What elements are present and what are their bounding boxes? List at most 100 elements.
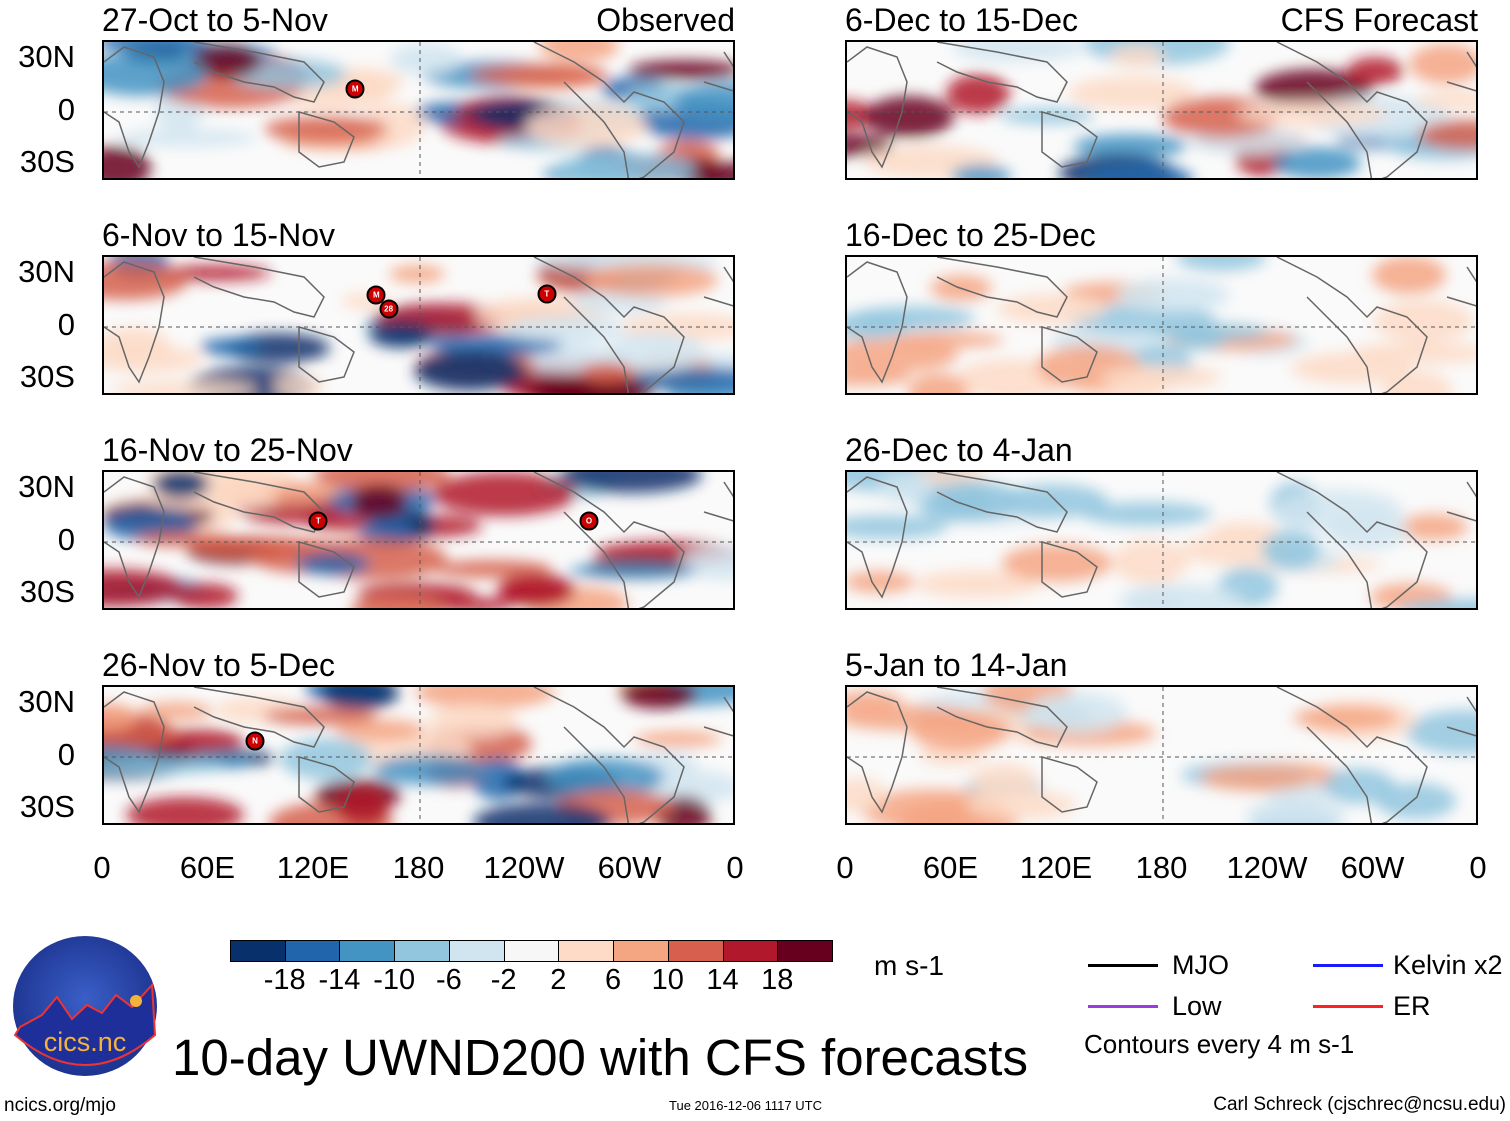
wind-anomaly-blob [104,345,202,373]
coastlines [847,257,1476,393]
map-panel [102,685,735,825]
wind-anomaly-blob [1373,300,1473,342]
map-panel [102,255,735,395]
wind-anomaly-blob [584,263,718,297]
wind-anomaly-blob [1068,76,1196,110]
colorbar-label: 14 [706,964,739,996]
wind-anomaly-blob [264,116,388,142]
wind-anomaly-blob [389,265,445,283]
lon-tick-label: 180 [392,850,445,885]
colorbar-swatch [448,940,505,962]
colorbar-swatch [230,940,286,962]
coastlines [104,257,733,393]
colorbar-swatch [339,940,396,962]
wind-anomaly-blob [135,531,235,547]
wind-anomaly-blob [1382,371,1452,393]
wind-anomaly-blob [628,60,733,80]
wind-anomaly-blob [1119,584,1243,608]
colorbar-label: -18 [263,964,306,996]
wind-anomaly-blob [621,687,697,709]
map-panel [845,40,1478,180]
wind-anomaly-blob [104,42,208,53]
wind-anomaly-blob [296,553,370,575]
lat-tick-label: 0 [57,307,75,342]
coastlines [104,472,733,608]
wind-anomaly-blob [159,265,271,281]
wind-anomaly-blob [539,42,619,62]
wind-anomaly-blob [1347,57,1403,85]
colorbar-swatch [394,940,450,962]
panel-label: Observed [596,2,735,38]
legend-label-mjo: MJO [1172,950,1229,980]
lon-tick-label: 180 [1135,850,1188,885]
colorbar-label: 10 [651,964,684,996]
lat-tick-label: 30S [19,574,75,609]
coastlines [104,687,733,823]
footer-author: Carl Schreck (cjschrec@ncsu.edu) [1213,1094,1506,1115]
wind-anomaly-blob [390,43,462,75]
wind-anomaly-blob [505,316,625,342]
footer-url[interactable]: ncics.org/mjo [4,1095,116,1116]
panel-title: 26-Dec to 4-Jan [845,432,1073,468]
wind-anomaly-blob [1262,530,1320,570]
wind-anomaly-blob [554,152,696,178]
lon-tick-label: 120E [1019,850,1093,885]
storm-marker-icon: T [537,284,557,303]
wind-anomaly-blob [997,294,1105,324]
colorbar-swatch [722,940,779,962]
wind-anomaly-blob [117,129,257,147]
wind-anomaly-blob [126,797,244,823]
map-panel [845,470,1478,610]
wind-anomaly-blob [1073,134,1187,158]
wind-anomaly-blob [1409,44,1476,84]
wind-anomaly-blob [351,594,445,608]
wind-anomaly-blob [432,472,576,516]
wind-anomaly-blob [1415,91,1476,109]
colorbar-label: 2 [550,964,567,996]
lon-tick-label: 60E [922,850,979,885]
wind-anomaly-blob [280,738,372,780]
panel-title: 6-Nov to 15-Nov [102,217,335,253]
wind-anomaly-blob [1398,514,1468,540]
wind-anomaly-blob [849,306,975,330]
lat-tick-label: 30N [18,684,75,719]
storm-marker-icon: O [579,511,599,531]
wind-anomaly-blob [351,485,407,519]
legend-line-mjo [1088,964,1158,967]
wind-anomaly-blob [335,719,425,741]
wind-anomaly-blob [470,64,608,86]
wind-anomaly-blob [1209,522,1279,542]
colorbar-label: -10 [373,964,416,996]
wind-anomaly-blob [1099,365,1221,389]
wind-anomaly-blob [414,351,526,391]
wind-anomaly-blob [1027,692,1127,734]
wind-anomaly-blob [1376,783,1456,819]
logo-text: cics.nc [44,1027,127,1057]
wind-anomaly-blob [1162,97,1280,137]
coastlines [847,42,1476,178]
lon-tick-label: 60W [597,850,662,885]
lon-tick-label: 60W [1340,850,1405,885]
colorbar-label: -2 [490,964,517,996]
legend-label-kelvin: Kelvin x2 [1393,950,1503,980]
wind-anomaly-blob [1116,278,1230,312]
lon-tick-label: 60E [179,850,236,885]
wind-anomaly-blob [434,560,552,578]
map-panel [845,255,1478,395]
map-panel [102,470,735,610]
wind-anomaly-blob [546,758,664,796]
wind-anomaly-blob [430,334,562,356]
wind-anomaly-blob [274,376,324,393]
storm-marker-icon: M [366,285,386,305]
lat-tick-label: 30N [18,39,75,74]
wind-anomaly-blob [104,758,226,774]
coastlines [104,42,733,178]
lat-tick-label: 30S [19,359,75,394]
lon-tick-label: 0 [1469,850,1487,885]
wind-anomaly-blob [847,515,947,539]
colorbar-swatch [284,940,341,962]
cics-logo: cics.nc [12,935,158,1077]
footer-timestamp: Tue 2016-12-06 1117 UTC [669,1098,822,1113]
wind-anomaly-blob [1246,798,1346,823]
lat-tick-label: 30S [19,789,75,824]
